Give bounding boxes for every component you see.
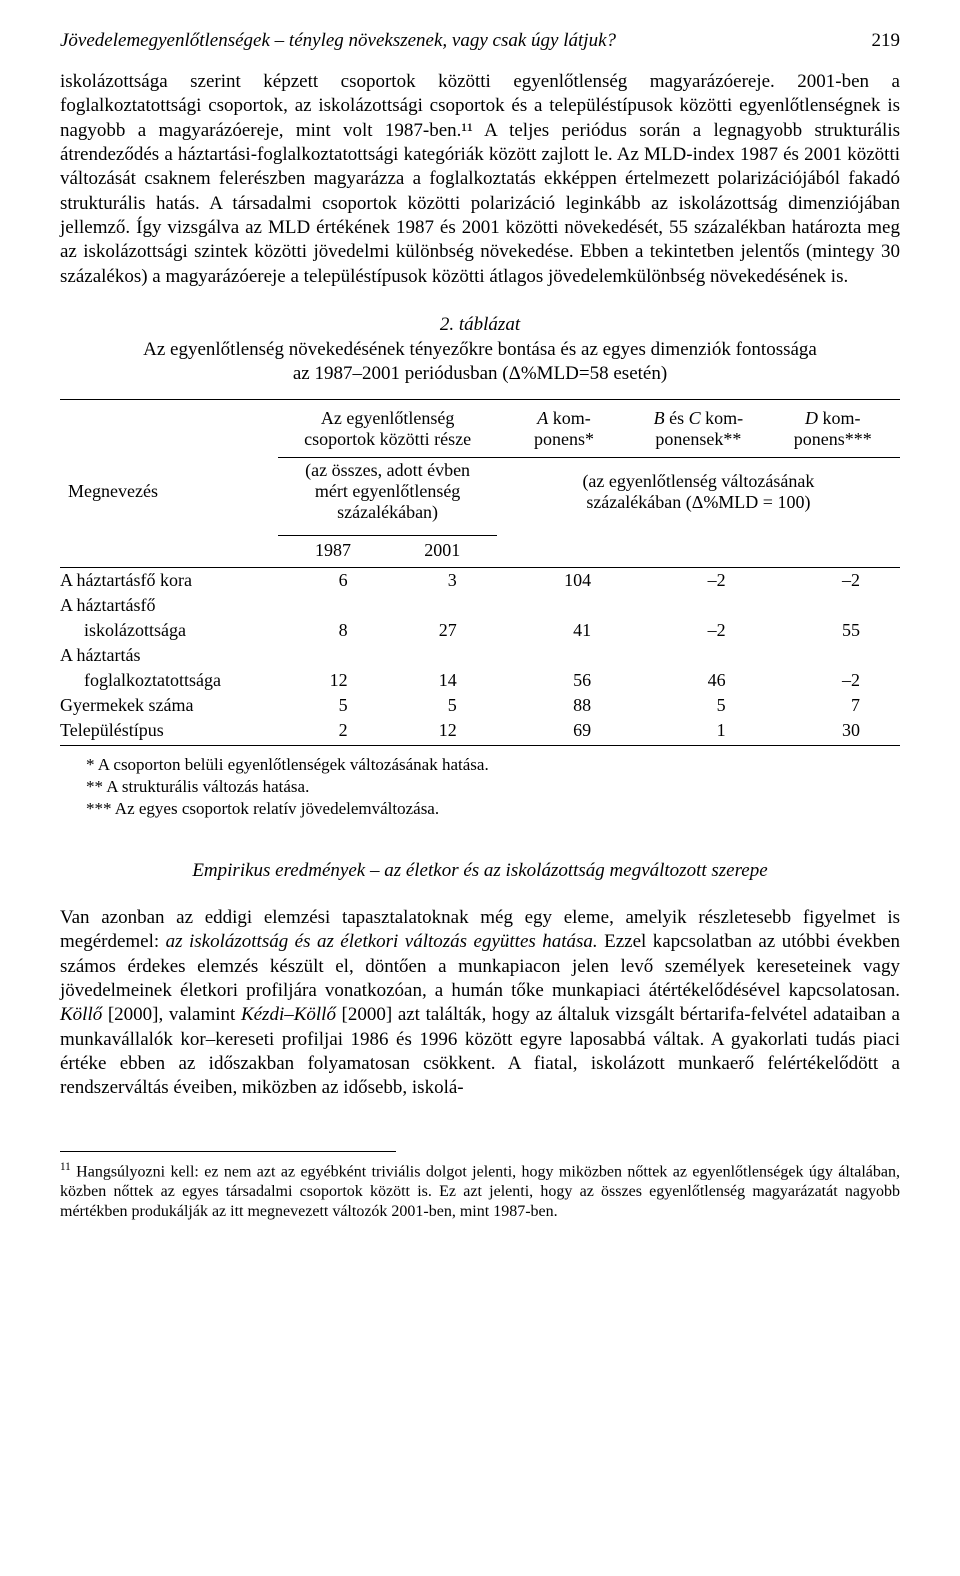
table-header-row-1: Az egyenlőtlenségcsoportok közötti része… xyxy=(60,399,900,454)
table-row: A háztartásfő xyxy=(60,593,900,618)
col-a-bot: csoportok közötti része xyxy=(304,429,471,449)
running-header: Jövedelemegyenlőtlenségek – tényleg növe… xyxy=(60,30,900,52)
sub-a-3: százalékában) xyxy=(337,502,438,522)
footnote-3: *** Az egyes csoportok relatív jövedelem… xyxy=(60,798,900,820)
table-caption: 2. táblázat Az egyenlőtlenség növekedésé… xyxy=(60,313,900,387)
sub-bcd-2: százalékában (Δ%MLD = 100) xyxy=(586,492,810,512)
section-heading: Empirikus eredmények – az életkor és az … xyxy=(60,860,900,882)
col-b: A kom-ponens* xyxy=(534,408,594,449)
table-title-line1: Az egyenlőtlenség növekedésének tényezők… xyxy=(143,339,817,360)
page-container: Jövedelemegyenlőtlenségek – tényleg növe… xyxy=(0,0,960,1262)
paragraph-1: iskolázottsága szerint képzett csoportok… xyxy=(60,70,900,289)
table-row: Gyermekek száma 5 5 88 5 7 xyxy=(60,693,900,718)
table-row: Településtípus 2 12 69 1 30 xyxy=(60,718,900,743)
table-row: A háztartásfő kora 6 3 104 –2 –2 xyxy=(60,567,900,593)
year-1987: 1987 xyxy=(278,535,387,565)
year-2001: 2001 xyxy=(388,535,497,565)
header-title: Jövedelemegyenlőtlenségek – tényleg növe… xyxy=(60,30,616,52)
sub-bcd-1: (az egyenlőtlenség változásának xyxy=(582,471,814,491)
table-row: iskolázottsága 8 27 41 –2 55 xyxy=(60,618,900,643)
footnote-1: * A csoporton belüli egyenlőtlenségek vá… xyxy=(60,754,900,776)
sub-a-2: mért egyenlőtlenség xyxy=(315,481,460,501)
data-table: Az egyenlőtlenségcsoportok közötti része… xyxy=(60,397,900,746)
page-footnote: 11 Hangsúlyozni kell: ez nem azt az egyé… xyxy=(60,1160,900,1222)
footnote-2: ** A strukturális változás hatása. xyxy=(60,776,900,798)
page-number: 219 xyxy=(872,30,901,52)
page-footnote-rule xyxy=(60,1151,396,1160)
table-footnotes: * A csoporton belüli egyenlőtlenségek vá… xyxy=(60,754,900,820)
sub-a-1: (az összes, adott évben xyxy=(305,460,470,480)
col-label: Megnevezés xyxy=(60,458,278,532)
col-a-top: Az egyenlőtlenség xyxy=(321,408,454,428)
table-number: 2. táblázat xyxy=(60,313,900,338)
table-title-line2: az 1987–2001 periódusban (Δ%MLD=58 eseté… xyxy=(293,363,667,384)
col-c: B és C kom-ponensek** xyxy=(654,408,744,449)
table-year-row: 1987 2001 xyxy=(60,535,900,565)
col-d: D kom-ponens*** xyxy=(794,408,872,449)
table-header-row-2: Megnevezés (az összes, adott évben mért … xyxy=(60,458,900,532)
paragraph-2: Van azonban az eddigi elemzési tapasztal… xyxy=(60,906,900,1101)
table-row: foglalkoztatottsága 12 14 56 46 –2 xyxy=(60,668,900,693)
footnote-marker: 11 xyxy=(60,1161,71,1173)
table-row: A háztartás xyxy=(60,643,900,668)
